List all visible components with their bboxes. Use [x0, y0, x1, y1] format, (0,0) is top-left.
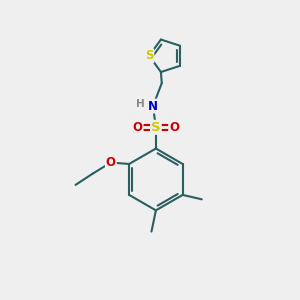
Text: S: S	[145, 49, 153, 62]
Text: O: O	[169, 121, 179, 134]
Text: N: N	[148, 100, 158, 112]
Text: S: S	[151, 121, 161, 134]
Text: O: O	[133, 121, 142, 134]
Text: H: H	[136, 99, 145, 109]
Text: O: O	[106, 156, 116, 169]
